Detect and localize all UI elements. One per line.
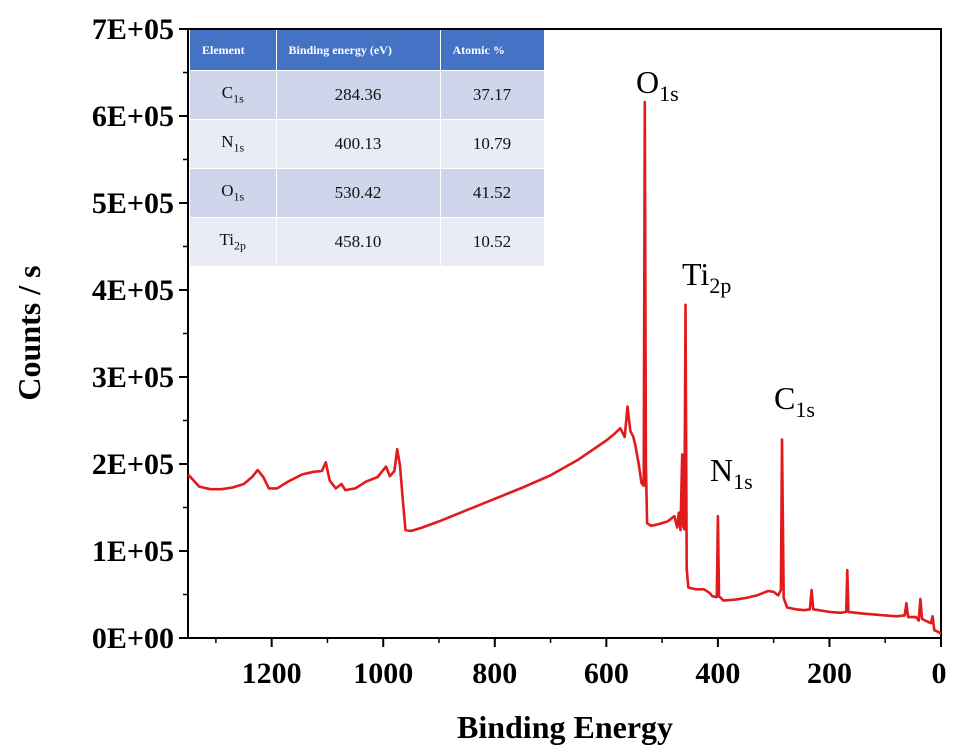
table-cell-atomic: 37.17: [440, 70, 545, 120]
table-cell-element: O1s: [190, 168, 277, 218]
y-tick-label: 0E+00: [92, 622, 174, 655]
x-tick-label: 200: [807, 657, 852, 690]
x-tick-label: 400: [695, 657, 740, 690]
y-tick-label: 7E+05: [92, 13, 174, 46]
table-cell-element: C1s: [190, 70, 277, 120]
peak-label-c1s: C1s: [774, 380, 815, 422]
peak-label-o1s-sub: 1s: [659, 81, 679, 106]
y-tick-label: 6E+05: [92, 100, 174, 133]
y-axis-title: Counts / s: [11, 265, 47, 400]
peak-label-ti2p-sub: 2p: [709, 273, 731, 298]
table-row: Ti2p 458.10 10.52: [190, 217, 545, 267]
peak-label-ti2p-base: Ti: [682, 256, 709, 292]
x-tick-label: 800: [472, 657, 517, 690]
peak-label-n1s: N1s: [710, 452, 753, 494]
element-base: C: [221, 83, 234, 103]
table-header-atomic: Atomic %: [440, 30, 545, 71]
x-axis-title: Binding Energy: [457, 709, 673, 745]
x-tick-label: 1000: [353, 657, 413, 690]
x-axis: 1200 1000 800 600 400 200 0: [215, 638, 947, 690]
table-row: C1s 284.36 37.17: [190, 70, 545, 120]
table-cell-element: Ti2p: [190, 217, 277, 267]
y-tick-label: 2E+05: [92, 448, 174, 481]
table-cell-energy: 400.13: [276, 119, 441, 169]
table-header-element: Element: [190, 30, 277, 71]
element-sub: 1s: [233, 189, 245, 204]
y-axis: 0E+00 1E+05 2E+05 3E+05 4E+05 5E+05 6E+05 7E+05: [92, 13, 188, 655]
x-tick-label: 0: [932, 657, 947, 690]
element-base: N: [221, 132, 234, 152]
y-tick-label: 5E+05: [92, 187, 174, 220]
table-header-binding-energy: Binding energy (eV): [276, 30, 441, 71]
table-cell-energy: 458.10: [276, 217, 441, 267]
x-tick-label: 600: [584, 657, 629, 690]
element-base: Ti: [219, 230, 234, 250]
y-tick-label: 1E+05: [92, 535, 174, 568]
table-row: N1s 400.13 10.79: [190, 119, 545, 169]
peak-label-o1s: O1s: [636, 64, 679, 106]
table-cell-energy: 530.42: [276, 168, 441, 218]
y-tick-label: 4E+05: [92, 274, 174, 307]
table-cell-atomic: 10.79: [440, 119, 545, 169]
peak-label-ti2p: Ti2p: [682, 256, 731, 298]
peak-label-o1s-base: O: [636, 64, 659, 100]
element-sub: 1s: [233, 91, 244, 106]
table-cell-atomic: 10.52: [440, 217, 545, 267]
table-cell-element: N1s: [190, 119, 277, 169]
peak-label-n1s-base: N: [710, 452, 733, 488]
table-header-row: Element Binding energy (eV) Atomic %: [190, 30, 545, 71]
composition-table: Element Binding energy (eV) Atomic % C1s…: [190, 30, 545, 267]
x-tick-label: 1200: [242, 657, 302, 690]
table-cell-energy: 284.36: [276, 70, 441, 120]
element-sub: 2p: [234, 238, 246, 253]
table-row: O1s 530.42 41.52: [190, 168, 545, 218]
y-tick-label: 3E+05: [92, 361, 174, 394]
peak-label-n1s-sub: 1s: [733, 469, 753, 494]
spectrum-line: [187, 100, 942, 635]
peak-label-c1s-sub: 1s: [795, 397, 815, 422]
table-cell-atomic: 41.52: [440, 168, 545, 218]
element-base: O: [221, 181, 234, 201]
peak-label-c1s-base: C: [774, 380, 795, 416]
element-sub: 1s: [233, 140, 245, 155]
